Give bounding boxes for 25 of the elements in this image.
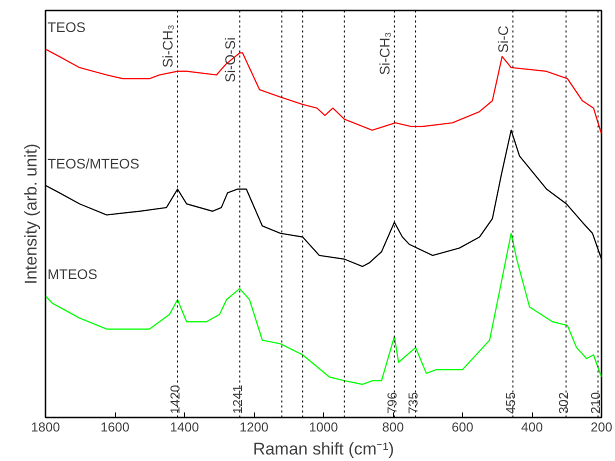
x-axis-title: Raman shift (cm⁻¹) xyxy=(252,440,394,458)
x-tick-label: 200 xyxy=(590,420,612,434)
ref-line-label: 210 xyxy=(588,392,604,414)
ref-line-label: 796 xyxy=(384,392,400,414)
x-tick-label: 600 xyxy=(452,420,474,434)
series-label: TEOS xyxy=(48,19,86,36)
y-axis-title: Intensity (arb. unit) xyxy=(22,144,40,284)
ref-line-label: 735 xyxy=(406,392,421,414)
ref-line-label: 455 xyxy=(502,392,518,414)
x-tick-label: 400 xyxy=(521,420,543,434)
ref-line-label: 1241 xyxy=(230,384,245,414)
x-tick-label: 1600 xyxy=(100,420,130,434)
annotation: Si-C xyxy=(494,26,511,53)
x-tick-label: 1000 xyxy=(309,420,338,434)
series-label: MTEOS xyxy=(48,266,98,282)
ref-line-label: 1420 xyxy=(168,384,183,414)
x-tick-label: 1200 xyxy=(240,420,268,434)
ref-line-label: 302 xyxy=(556,392,572,414)
annotation: Si-CH₃ xyxy=(160,24,176,68)
annotation: Si-CH₃ xyxy=(376,32,392,75)
x-tick-label: 800 xyxy=(382,420,404,434)
x-tick-label: 1400 xyxy=(170,420,199,434)
x-tick-label: 1800 xyxy=(31,420,60,434)
annotation: Si-O-Si xyxy=(222,37,238,82)
series-label: TEOS/MTEOS xyxy=(48,155,140,172)
